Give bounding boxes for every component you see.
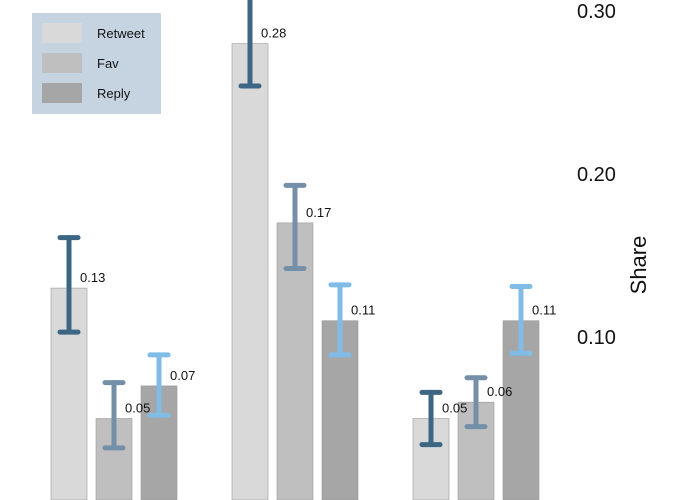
- legend-swatch-fav: [42, 53, 82, 73]
- y-axis: 0.10 0.20 0.30: [577, 1, 616, 349]
- error-bar-retweet-3: [419, 389, 443, 448]
- data-label-fav-1: 0.05: [125, 401, 150, 416]
- legend-swatch-reply: [42, 83, 82, 103]
- error-bar-retweet-1: [57, 235, 81, 335]
- data-label-reply-1: 0.07: [170, 368, 195, 383]
- y-tick-label: 0.30: [577, 1, 616, 23]
- data-label-reply-2: 0.11: [351, 303, 375, 318]
- y-tick-label: 0.20: [577, 164, 616, 186]
- data-label-retweet-2: 0.28: [261, 26, 286, 41]
- legend: Retweet Fav Reply: [32, 13, 161, 114]
- legend-label-reply: Reply: [97, 86, 131, 101]
- error-bar-fav-1: [102, 380, 126, 451]
- legend-label-retweet: Retweet: [97, 26, 145, 41]
- error-bar-reply-1: [147, 352, 171, 418]
- y-tick-label: 0.10: [577, 327, 616, 349]
- data-label-fav-3: 0.06: [487, 384, 512, 399]
- bar-retweet-2: [231, 43, 269, 500]
- error-bar-fav-3: [464, 375, 488, 430]
- error-bar-fav-2: [283, 182, 307, 272]
- error-bar-reply-3: [509, 283, 533, 356]
- data-label-retweet-3: 0.05: [442, 401, 467, 416]
- data-label-fav-2: 0.17: [306, 205, 331, 220]
- legend-label-fav: Fav: [97, 56, 119, 71]
- error-bar-retweet-2: [238, 0, 262, 89]
- data-label-reply-3: 0.11: [532, 303, 556, 318]
- data-label-retweet-1: 0.13: [80, 270, 105, 285]
- legend-swatch-retweet: [42, 23, 82, 43]
- y-axis-title: Share: [626, 236, 651, 295]
- error-bars-layer: [57, 0, 533, 451]
- error-bar-reply-2: [328, 282, 352, 358]
- data-labels-layer: 0.13 0.28 0.05 0.05 0.17 0.06 0.07 0.11 0.11: [80, 26, 556, 416]
